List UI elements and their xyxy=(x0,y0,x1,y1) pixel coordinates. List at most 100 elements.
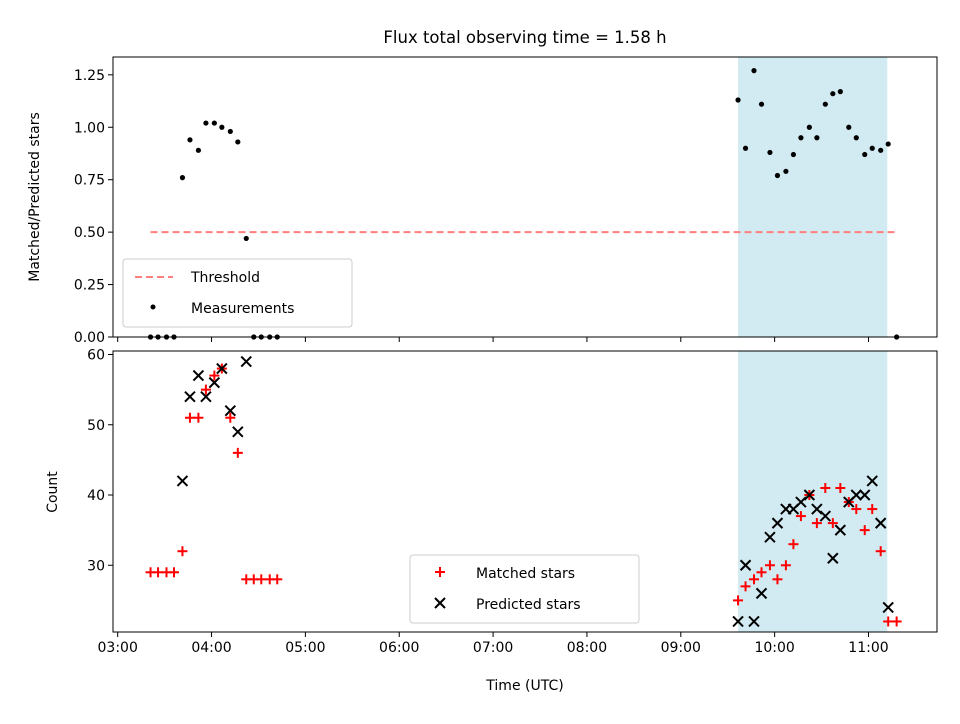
predicted-stars-point xyxy=(764,531,776,543)
measurement-point xyxy=(179,174,186,181)
measurement-point xyxy=(878,147,884,153)
measurement-point xyxy=(822,101,828,107)
predicted-stars-point xyxy=(176,475,189,487)
predicted-stars-point xyxy=(748,615,760,628)
matched-stars-point xyxy=(756,567,767,578)
legend-measurements-label: Measurements xyxy=(191,301,294,317)
predicted-stars-point xyxy=(240,355,252,368)
top-legend: Threshold Measurements xyxy=(122,258,353,328)
matched-stars-point xyxy=(748,574,759,585)
bottom-y-axis-label: Count xyxy=(45,471,61,513)
measurement-point xyxy=(235,139,241,145)
x-tick-label: 03:00 xyxy=(98,640,138,656)
matched-stars-point xyxy=(209,370,220,381)
measurement-point xyxy=(798,135,804,141)
y-tick-label: 1.00 xyxy=(74,120,105,136)
predicted-stars-point xyxy=(859,489,871,501)
predicted-stars-point xyxy=(224,405,237,417)
predicted-stars-point xyxy=(200,390,212,403)
matched-stars-point xyxy=(184,412,195,423)
predicted-stars-point xyxy=(739,559,752,571)
matched-stars-point xyxy=(859,525,870,536)
x-tick-label: 04:00 xyxy=(191,640,231,656)
matched-stars-point xyxy=(835,482,846,493)
matched-stars-point xyxy=(883,616,894,627)
measurement-point xyxy=(195,147,202,153)
matched-stars-point xyxy=(225,412,236,423)
x-tick-label: 11:00 xyxy=(848,640,888,656)
y-tick-label: 50 xyxy=(87,418,105,434)
measurement-point xyxy=(187,137,193,143)
x-tick-label: 06:00 xyxy=(379,640,419,656)
legend-matched-label: Matched stars xyxy=(476,566,575,582)
measurement-point xyxy=(885,141,891,147)
matched-stars-point xyxy=(827,518,838,529)
y-tick-label: 40 xyxy=(87,488,105,504)
measurement-point xyxy=(227,128,233,135)
top-panel-frame xyxy=(112,56,938,338)
y-tick-label: 60 xyxy=(87,348,105,364)
y-tick-label: 1.25 xyxy=(74,68,105,84)
predicted-stars-point xyxy=(184,390,196,403)
measurement-point xyxy=(735,97,741,103)
predicted-stars-point xyxy=(803,489,816,501)
predicted-stars-point xyxy=(827,552,839,564)
x-tick-label: 09:00 xyxy=(661,640,701,656)
x-tick-label: 05:00 xyxy=(285,640,325,656)
matched-stars-point xyxy=(272,574,283,585)
predicted-stars-point xyxy=(795,496,807,508)
chart-title: Flux total observing time = 1.58 h xyxy=(383,28,666,47)
y-tick-label: 0.00 xyxy=(74,330,105,346)
bottom-panel: 30 40 50 60 03:00 04:00 05:00 06:00 07:00 08:00 0… xyxy=(45,348,938,694)
matched-stars-point xyxy=(875,546,886,557)
y-tick-label: 0.75 xyxy=(74,173,105,189)
y-tick-label: 0.25 xyxy=(74,278,105,294)
measurement-point xyxy=(219,124,225,130)
matched-stars-point xyxy=(795,511,806,522)
top-y-axis-label: Matched/Predicted stars xyxy=(27,112,43,282)
predicted-stars-point xyxy=(771,517,784,529)
y-tick-label: 0.50 xyxy=(74,225,105,241)
bottom-legend: Matched stars Predicted stars xyxy=(409,554,640,624)
predicted-stars-point xyxy=(882,601,894,614)
matched-stars-point xyxy=(177,546,188,557)
measurement-point xyxy=(862,151,868,158)
matched-stars-point xyxy=(232,447,243,458)
measurement-point xyxy=(837,89,843,95)
predicted-stars-point xyxy=(208,376,221,389)
measurement-point xyxy=(814,135,820,141)
predicted-stars-point xyxy=(811,503,823,515)
predicted-stars-point xyxy=(216,362,228,375)
matched-stars-point xyxy=(256,574,267,585)
predicted-stars-point xyxy=(819,510,832,522)
bottom-panel-frame xyxy=(112,350,938,633)
legend-predicted-label: Predicted stars xyxy=(476,597,581,613)
predicted-stars-point xyxy=(192,369,205,382)
measurement-point xyxy=(767,149,773,156)
measurement-point xyxy=(203,120,209,126)
measurement-point xyxy=(751,68,757,74)
predicted-stars-point xyxy=(874,517,887,529)
predicted-stars-point xyxy=(732,615,744,628)
legend-measurements-swatch xyxy=(150,304,156,310)
predicted-stars-point xyxy=(755,587,768,600)
measurement-point xyxy=(211,120,217,126)
matched-stars-point xyxy=(772,574,783,585)
legend-predicted-swatch xyxy=(434,597,446,609)
matched-stars-point xyxy=(851,504,862,515)
matched-stars-point xyxy=(867,504,878,515)
measurement-point xyxy=(790,151,797,158)
matched-stars-point xyxy=(733,595,744,606)
matched-stars-point xyxy=(811,518,822,529)
predicted-stars-point xyxy=(232,426,244,438)
predicted-stars-point xyxy=(850,489,862,501)
matched-stars-point xyxy=(169,567,180,578)
matched-stars-point xyxy=(153,567,164,578)
measurement-point xyxy=(830,91,836,97)
predicted-stars-point xyxy=(866,475,878,487)
matched-stars-point xyxy=(788,539,799,550)
legend-threshold-label: Threshold xyxy=(190,270,260,286)
top-panel: 0.00 0.25 0.50 0.75 1.00 1.25 Matched/Predict… xyxy=(27,56,938,346)
matched-stars-point xyxy=(193,412,204,423)
